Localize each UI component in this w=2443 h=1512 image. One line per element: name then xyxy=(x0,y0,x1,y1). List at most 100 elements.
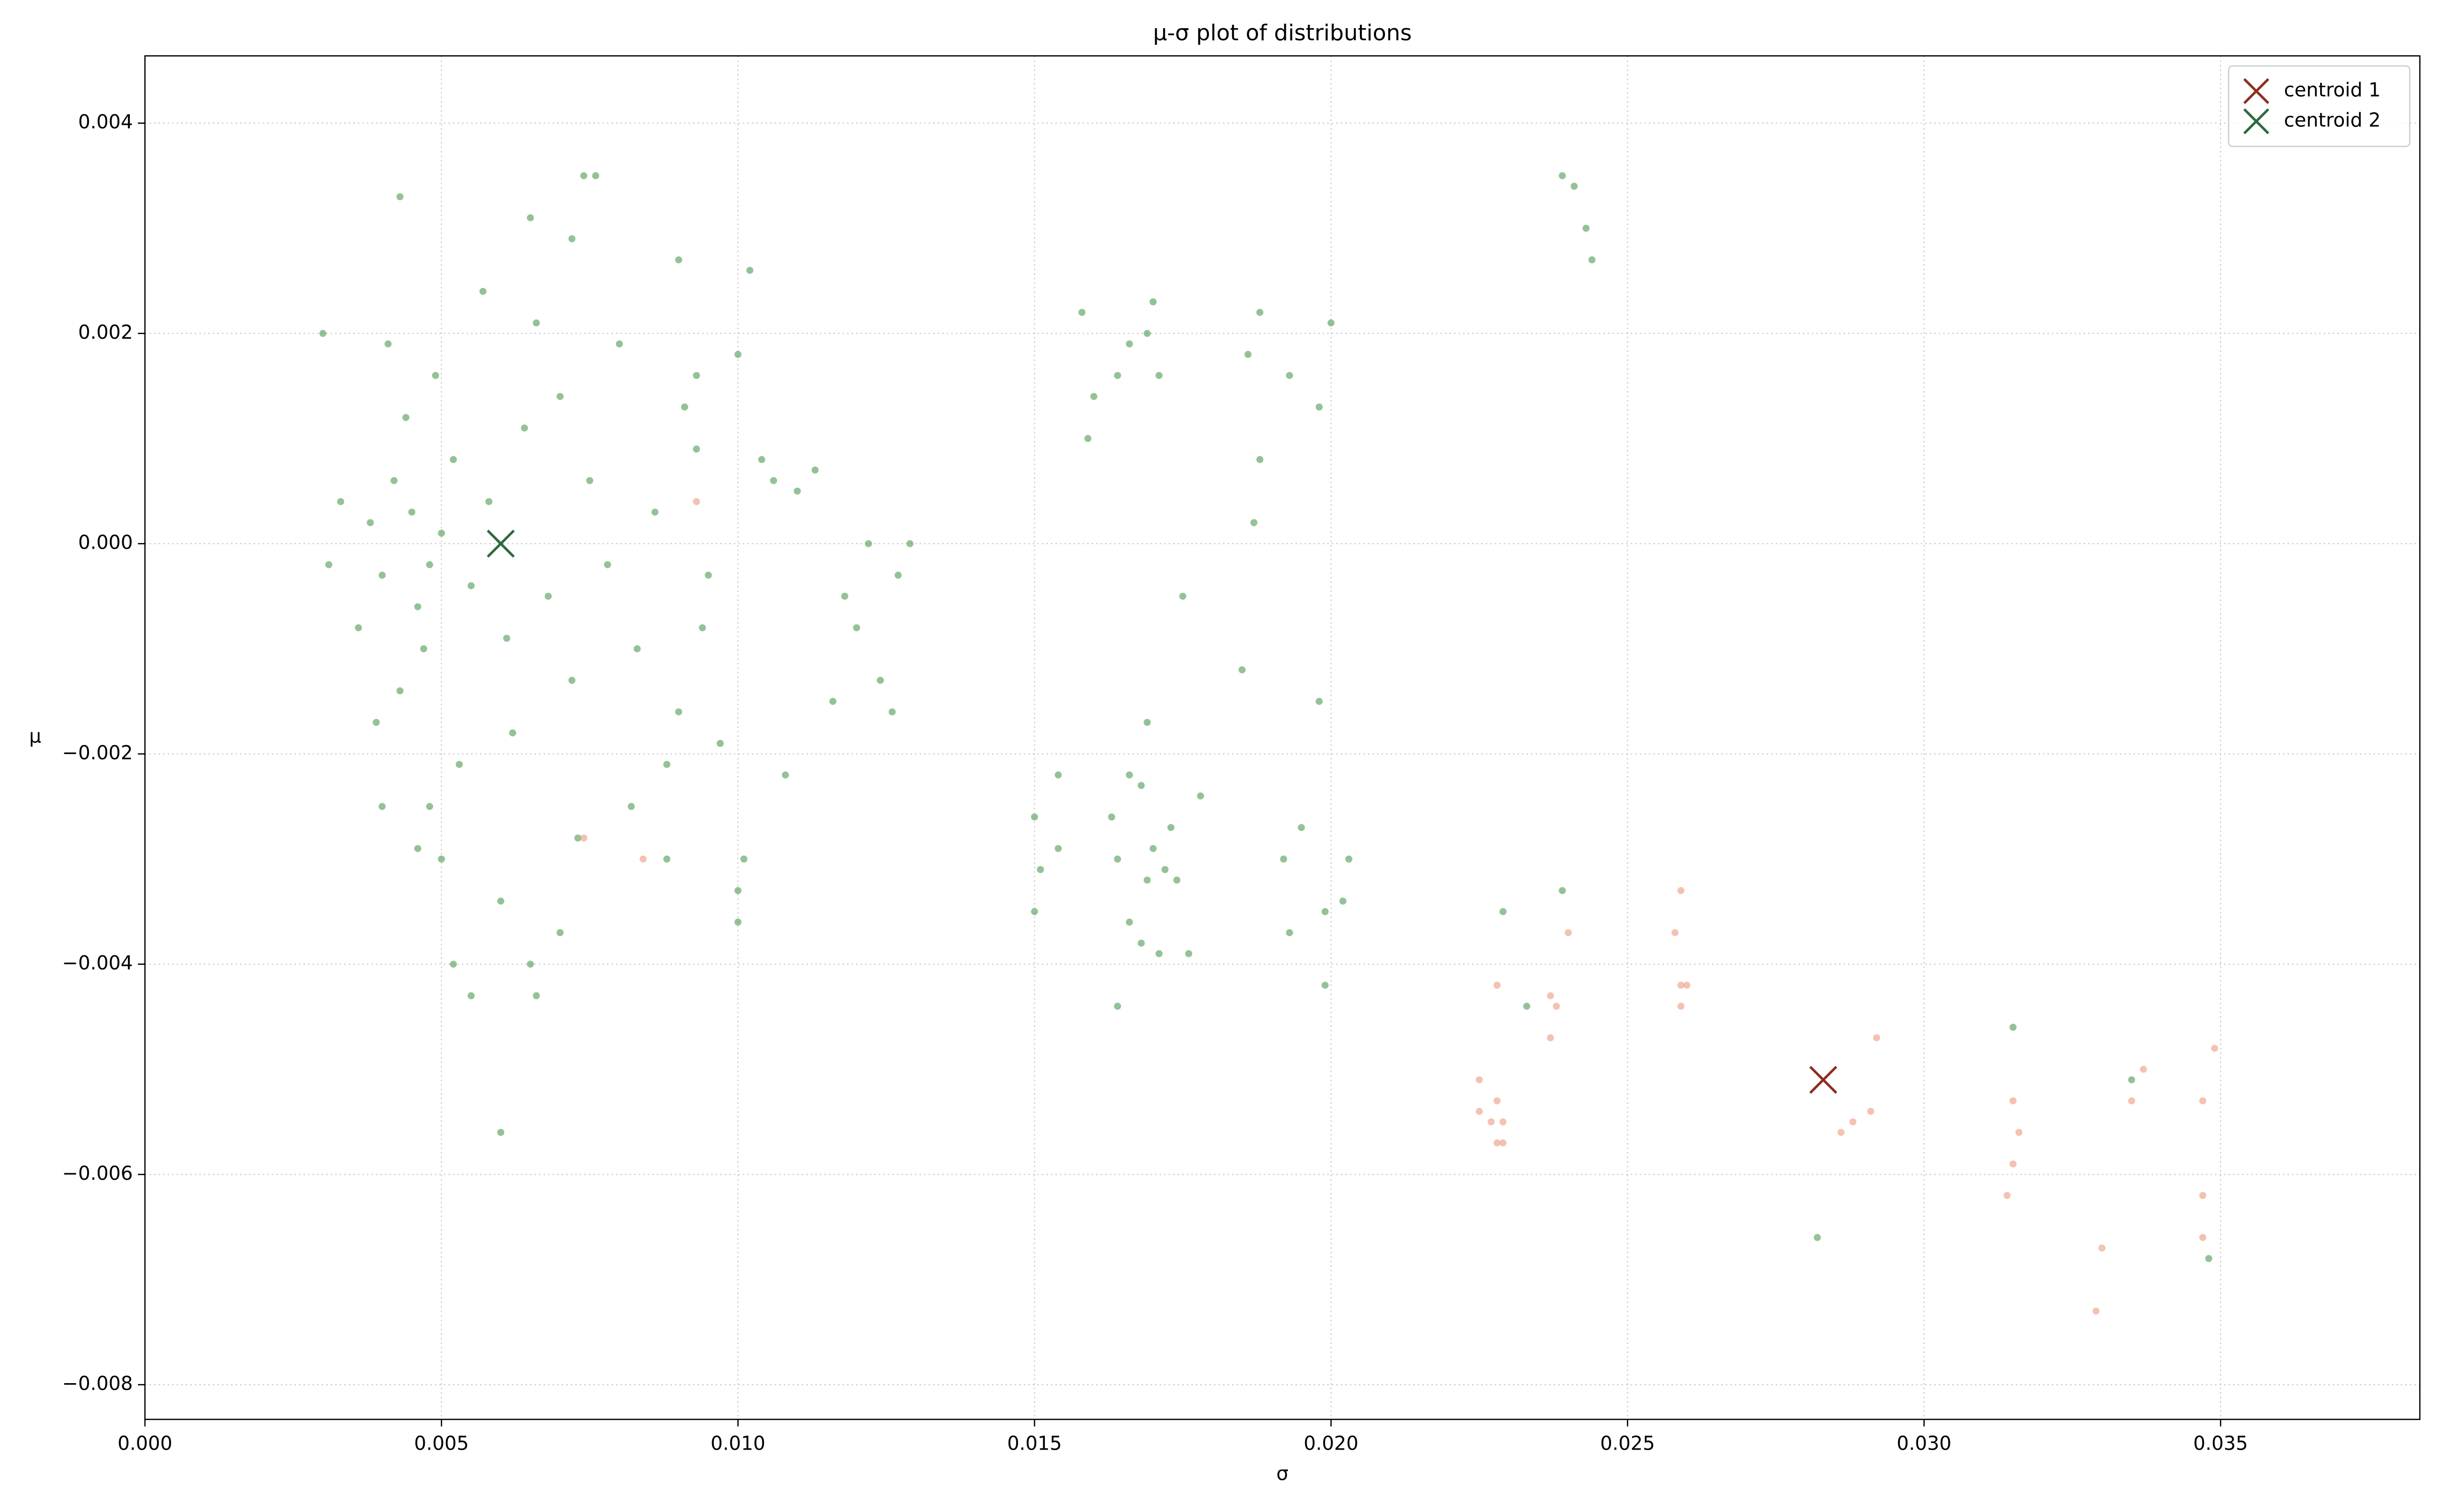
point xyxy=(532,319,540,327)
point xyxy=(740,855,748,863)
point xyxy=(877,676,884,684)
point xyxy=(1559,172,1566,180)
point xyxy=(503,635,510,642)
point xyxy=(1125,771,1133,779)
point xyxy=(1493,1139,1501,1147)
point xyxy=(1683,981,1691,989)
point xyxy=(1286,371,1293,379)
point xyxy=(1161,866,1169,873)
point xyxy=(1321,908,1329,916)
point xyxy=(2098,1244,2106,1252)
point xyxy=(1547,1034,1554,1041)
point xyxy=(1031,908,1038,916)
point xyxy=(1137,939,1145,947)
point xyxy=(794,487,801,495)
point xyxy=(1114,1003,1121,1010)
point xyxy=(580,834,587,842)
point xyxy=(526,960,534,968)
point xyxy=(675,256,682,264)
point xyxy=(1244,351,1252,358)
point xyxy=(468,992,475,1000)
legend-marker xyxy=(2243,108,2269,134)
point xyxy=(426,561,433,568)
point xyxy=(894,571,902,579)
y-tick-label: −0.008 xyxy=(62,1373,133,1395)
point xyxy=(414,845,422,852)
point xyxy=(1286,929,1293,936)
point xyxy=(455,761,463,768)
point xyxy=(1114,371,1121,379)
point xyxy=(1316,403,1323,411)
point xyxy=(639,855,647,863)
point xyxy=(758,456,766,464)
x-stroke xyxy=(487,530,515,558)
legend-label: centroid 1 xyxy=(2284,79,2381,101)
point xyxy=(526,214,534,221)
point xyxy=(1125,919,1133,926)
x-axis-label: σ xyxy=(1276,1463,1288,1485)
point xyxy=(1476,1108,1483,1115)
y-tick-label: 0.000 xyxy=(78,532,133,554)
point xyxy=(1155,950,1163,957)
point xyxy=(378,571,386,579)
point xyxy=(1250,519,1258,526)
centroid-marker xyxy=(487,530,515,558)
point xyxy=(1582,224,1590,232)
point xyxy=(497,1128,504,1136)
point xyxy=(438,855,445,863)
y-tick-label: −0.004 xyxy=(62,952,133,974)
point xyxy=(1125,340,1133,348)
point xyxy=(734,351,742,358)
point xyxy=(675,708,682,716)
point xyxy=(1849,1118,1857,1125)
point xyxy=(1256,309,1264,316)
y-tick-label: −0.006 xyxy=(62,1162,133,1184)
point xyxy=(1677,887,1685,894)
point xyxy=(1137,782,1145,789)
point xyxy=(366,519,374,526)
point xyxy=(770,477,778,484)
point xyxy=(1054,845,1062,852)
point xyxy=(468,582,475,589)
point xyxy=(592,172,599,180)
point xyxy=(1339,897,1347,905)
point xyxy=(1143,876,1151,884)
point xyxy=(1564,929,1572,936)
point xyxy=(906,540,914,548)
point xyxy=(438,530,445,537)
point xyxy=(1499,1139,1507,1147)
y-tick-label: −0.002 xyxy=(62,741,133,764)
point xyxy=(1570,182,1578,190)
x-stroke xyxy=(2243,78,2269,104)
point xyxy=(1493,1097,1501,1105)
point xyxy=(408,508,416,516)
point xyxy=(402,414,410,421)
point xyxy=(2009,1160,2017,1168)
x-tick-label: 0.010 xyxy=(711,1432,766,1455)
point xyxy=(485,498,493,505)
point xyxy=(497,897,504,905)
point xyxy=(693,498,700,505)
point xyxy=(699,624,706,632)
point xyxy=(734,887,742,894)
point xyxy=(1173,876,1181,884)
point xyxy=(1677,981,1685,989)
point xyxy=(420,645,427,653)
point xyxy=(521,424,528,432)
point xyxy=(586,477,593,484)
point xyxy=(1084,435,1092,442)
point xyxy=(693,371,700,379)
point xyxy=(545,592,552,600)
x-stroke xyxy=(1809,1066,1838,1094)
x-tick-label: 0.020 xyxy=(1304,1432,1358,1455)
point xyxy=(705,571,712,579)
point xyxy=(1256,456,1264,464)
point xyxy=(1813,1234,1821,1241)
point xyxy=(1671,929,1679,936)
point xyxy=(385,340,392,348)
point xyxy=(1037,866,1044,873)
point xyxy=(1487,1118,1495,1125)
point xyxy=(1867,1108,1874,1115)
y-tick-label: 0.002 xyxy=(78,321,133,343)
